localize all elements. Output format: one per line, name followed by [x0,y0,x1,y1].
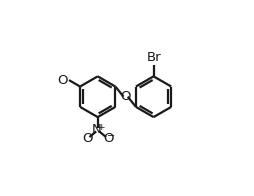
Text: Br: Br [146,51,161,64]
Text: O: O [103,132,114,145]
Text: O: O [120,90,131,103]
Text: O: O [57,74,68,87]
Text: N: N [92,123,102,136]
Text: +: + [97,123,104,132]
Text: −: − [107,131,116,141]
Text: O: O [82,132,93,145]
